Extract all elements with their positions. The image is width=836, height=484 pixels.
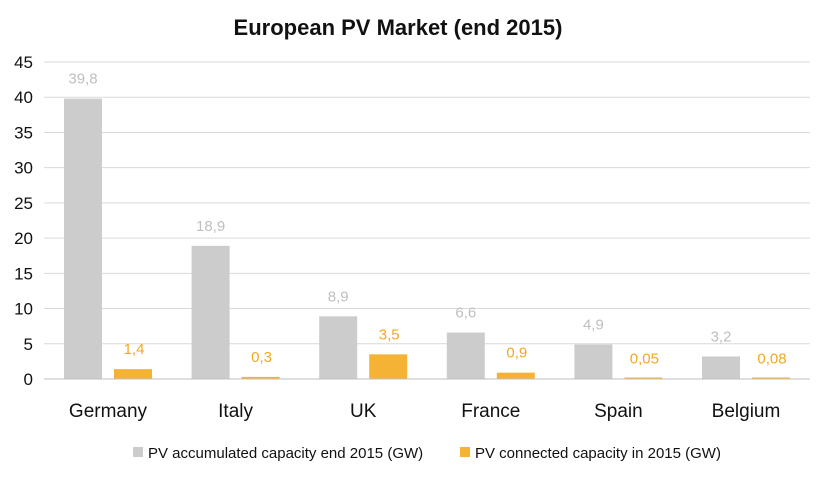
chart-title: European PV Market (end 2015) bbox=[234, 15, 563, 40]
data-label: 3,5 bbox=[379, 326, 400, 343]
x-tick-label: UK bbox=[350, 401, 377, 422]
y-tick-label: 45 bbox=[14, 53, 33, 72]
data-label: 0,08 bbox=[757, 350, 786, 367]
data-label: 4,9 bbox=[583, 316, 604, 333]
data-label: 39,8 bbox=[68, 71, 97, 88]
data-label: 0,05 bbox=[630, 351, 659, 368]
legend: PV accumulated capacity end 2015 (GW) PV … bbox=[133, 445, 721, 462]
data-label: 0,3 bbox=[251, 349, 272, 366]
x-tick-label: Belgium bbox=[712, 401, 781, 422]
y-tick-label: 5 bbox=[24, 335, 33, 354]
data-labels: 39,8 1,4 18,9 0,3 8,9 3,5 6,6 0,9 4,9 0,05 3,2 0,08 bbox=[68, 71, 786, 368]
bar-spain-series-1 bbox=[574, 344, 613, 379]
x-axis-ticks: Germany Italy UK France Spain Belgium bbox=[69, 401, 780, 422]
y-tick-label: 0 bbox=[24, 370, 33, 389]
y-tick-label: 15 bbox=[14, 264, 33, 283]
bar-germany-series-2 bbox=[114, 369, 152, 379]
y-tick-label: 10 bbox=[14, 300, 33, 319]
data-label: 6,6 bbox=[455, 305, 476, 322]
bars bbox=[64, 98, 790, 380]
bar-belgium-series-2 bbox=[752, 377, 790, 379]
y-tick-label: 35 bbox=[14, 123, 33, 142]
y-tick-label: 20 bbox=[14, 229, 33, 248]
y-tick-label: 30 bbox=[14, 159, 33, 178]
x-tick-label: Italy bbox=[218, 401, 253, 422]
data-label: 8,9 bbox=[328, 288, 349, 305]
legend-swatch-series-2 bbox=[460, 447, 470, 457]
x-tick-label: France bbox=[461, 401, 520, 422]
data-label: 0,9 bbox=[506, 345, 527, 362]
bar-italy-series-1 bbox=[191, 245, 230, 379]
y-axis-ticks: 0 5 10 15 20 25 30 35 40 45 bbox=[14, 53, 33, 389]
x-tick-label: Spain bbox=[594, 401, 643, 422]
legend-label-series-2: PV connected capacity in 2015 (GW) bbox=[475, 445, 721, 462]
bar-italy-series-2 bbox=[241, 376, 280, 379]
bar-france-series-1 bbox=[446, 332, 485, 379]
x-tick-label: Germany bbox=[69, 401, 148, 422]
legend-label-series-1: PV accumulated capacity end 2015 (GW) bbox=[148, 445, 423, 462]
data-label: 18,9 bbox=[196, 218, 225, 235]
y-tick-label: 40 bbox=[14, 88, 33, 107]
bar-germany-series-1 bbox=[64, 98, 102, 380]
y-tick-label: 25 bbox=[14, 194, 33, 213]
bar-uk-series-2 bbox=[369, 354, 408, 379]
data-label: 3,2 bbox=[711, 328, 732, 345]
bar-spain-series-2 bbox=[624, 377, 663, 379]
gridlines bbox=[44, 61, 810, 345]
bar-france-series-2 bbox=[496, 372, 535, 379]
data-label: 1,4 bbox=[124, 341, 145, 358]
bar-belgium-series-1 bbox=[702, 356, 740, 379]
legend-swatch-series-1 bbox=[133, 447, 143, 457]
bar-uk-series-1 bbox=[319, 316, 358, 379]
